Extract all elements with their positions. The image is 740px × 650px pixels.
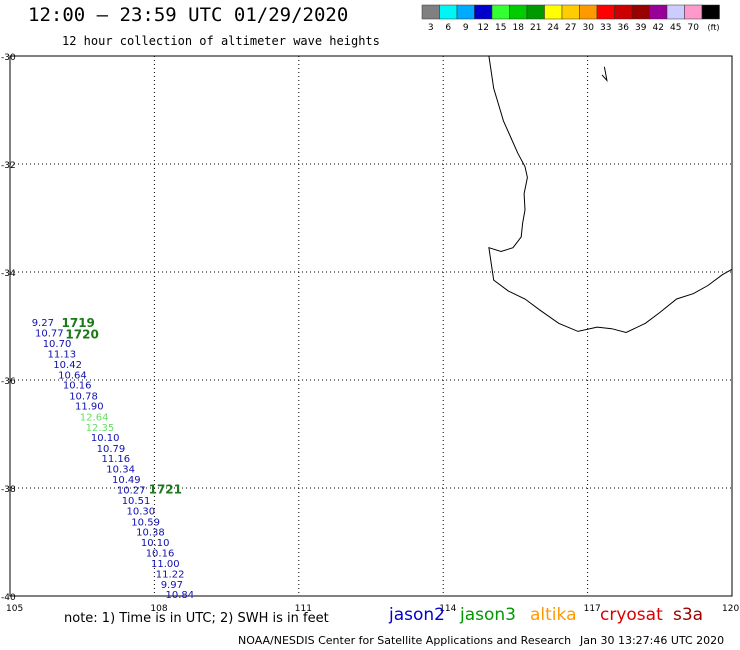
satellite-label-jason2: jason2 xyxy=(389,605,445,625)
color-scale-label: 6 xyxy=(445,23,451,33)
color-scale-swatch xyxy=(596,4,615,20)
page-subtitle: 12 hour collection of altimeter wave hei… xyxy=(62,34,380,48)
lat-tick-label: -38 xyxy=(1,485,16,495)
color-scale-swatch xyxy=(421,4,440,20)
color-scale-swatch xyxy=(684,4,703,20)
swh-value: 10.42 xyxy=(53,360,82,371)
color-scale-label: 30 xyxy=(583,23,595,33)
lon-tick-label: 120 xyxy=(722,604,739,614)
color-scale-label: 9 xyxy=(463,23,469,33)
swh-value: 10.10 xyxy=(141,538,170,549)
satellite-label-jason3: jason3 xyxy=(460,605,516,625)
swh-value: 10.59 xyxy=(131,517,160,528)
color-scale-swatch xyxy=(666,4,685,20)
color-scale-swatch xyxy=(614,4,633,20)
swh-value: 10.34 xyxy=(106,464,135,475)
color-scale-label: 27 xyxy=(565,23,576,33)
color-scale-label: 15 xyxy=(495,23,506,33)
swh-value: 11.13 xyxy=(48,349,77,360)
lat-tick-label: -40 xyxy=(1,593,16,603)
swh-value: 10.30 xyxy=(127,507,156,518)
color-scale-swatch xyxy=(526,4,545,20)
color-scale-swatch xyxy=(631,4,650,20)
color-scale-label: 18 xyxy=(513,23,525,33)
swh-value: 10.16 xyxy=(146,549,175,560)
color-scale-label: 3 xyxy=(428,23,434,33)
lon-tick-label: 105 xyxy=(6,604,23,614)
color-scale-label: 70 xyxy=(688,23,700,33)
lon-tick-label: 114 xyxy=(439,604,456,614)
swh-value: 10.10 xyxy=(91,433,120,444)
map-grid xyxy=(9,55,733,597)
swh-value: 10.78 xyxy=(69,391,98,402)
swh-value: 10.49 xyxy=(112,475,141,486)
footer-credit: NOAA/NESDIS Center for Satellite Applica… xyxy=(238,634,572,647)
axis-ticks: 105 108 111 114 117 120 -30 -32 -34 -36 -38 -40 xyxy=(1,53,739,614)
swh-value: 10.38 xyxy=(136,528,165,539)
color-scale-label: 24 xyxy=(548,23,560,33)
color-scale-label: 45 xyxy=(670,23,681,33)
satellite-label-s3a: s3a xyxy=(673,605,704,625)
swh-value: 10.27 xyxy=(117,485,146,496)
page-title: 12:00 – 23:59 UTC 01/29/2020 xyxy=(28,4,349,26)
color-scale-unit: (ft) xyxy=(708,23,720,32)
swh-value: 11.22 xyxy=(156,570,185,581)
time-mark: 1719 xyxy=(62,316,95,330)
swh-value: 9.97 xyxy=(161,580,183,591)
swh-value: 12.35 xyxy=(86,423,115,434)
coastline-island xyxy=(601,66,608,82)
color-scale-swatch xyxy=(649,4,668,20)
satellite-label-altika: altika xyxy=(530,605,577,625)
color-scale-swatch xyxy=(474,4,493,20)
lat-tick-label: -34 xyxy=(1,269,16,279)
color-scale-label: 33 xyxy=(600,23,611,33)
map-frame xyxy=(9,55,733,597)
swh-value: 10.64 xyxy=(58,370,87,381)
lat-tick-label: -30 xyxy=(1,53,16,63)
color-scale-swatch xyxy=(439,4,458,20)
footer-timestamp: Jan 30 13:27:46 UTC 2020 xyxy=(580,634,725,647)
lon-tick-label: 108 xyxy=(150,604,167,614)
lon-tick-label: 117 xyxy=(584,604,601,614)
swh-value: 11.90 xyxy=(75,402,104,413)
color-scale-swatch xyxy=(701,4,720,20)
color-scale-swatch xyxy=(579,4,598,20)
coastline-mainland xyxy=(488,55,733,334)
color-scale-swatch xyxy=(561,4,580,20)
coastline xyxy=(488,55,733,334)
lon-tick-label: 111 xyxy=(295,604,312,614)
lat-tick-label: -36 xyxy=(1,377,16,387)
time-mark: 1721 xyxy=(149,482,182,496)
color-scale-label: 39 xyxy=(635,23,647,33)
color-scale-label: 12 xyxy=(478,23,489,33)
observations: 9.2710.7710.7011.1310.4210.6410.1610.781… xyxy=(32,318,194,601)
color-scale: 3 6 9 12 15 18 21 24 27 30 33 36 39 42 45 70 (ft) xyxy=(421,4,720,33)
swh-value: 12.64 xyxy=(80,413,109,424)
color-scale-label: 21 xyxy=(530,23,541,33)
color-scale-swatch xyxy=(491,4,510,20)
color-scale-swatch xyxy=(509,4,528,20)
swh-value: 10.16 xyxy=(63,381,92,392)
swh-value: 11.16 xyxy=(102,454,131,465)
lat-tick-label: -32 xyxy=(1,161,16,171)
satellite-label-cryosat: cryosat xyxy=(600,605,663,625)
notes-text: note: 1) Time is in UTC; 2) SWH is in fe… xyxy=(64,611,329,626)
swh-value: 9.27 xyxy=(32,318,54,329)
swh-value: 10.70 xyxy=(43,339,72,350)
color-scale-swatch xyxy=(544,4,563,20)
swh-value: 10.77 xyxy=(35,328,64,339)
swh-value: 10.51 xyxy=(122,496,151,507)
swh-value: 11.00 xyxy=(151,559,180,570)
color-scale-swatch xyxy=(456,4,475,20)
swh-value: 10.84 xyxy=(166,590,195,601)
color-scale-label: 36 xyxy=(618,23,630,33)
swh-value: 10.79 xyxy=(97,444,126,455)
time-mark: 1720 xyxy=(65,327,98,341)
color-scale-label: 42 xyxy=(653,23,664,33)
